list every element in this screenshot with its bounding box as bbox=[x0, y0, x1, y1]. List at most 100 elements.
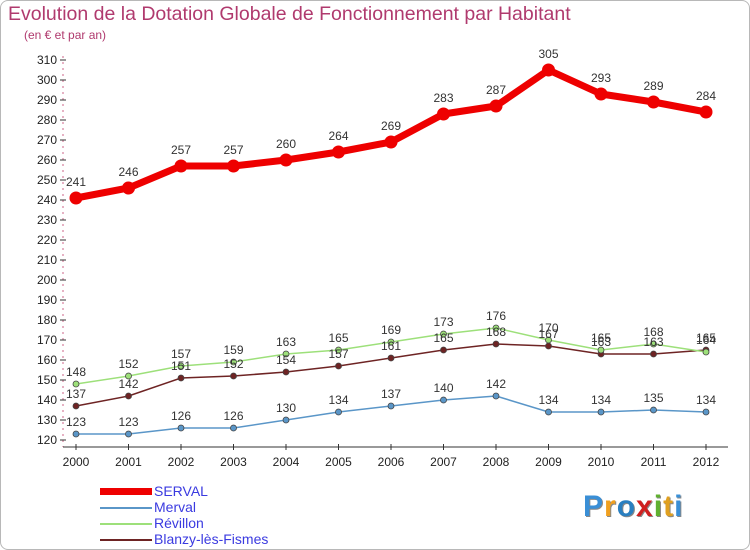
data-point bbox=[387, 354, 395, 362]
x-tick-label: 2002 bbox=[168, 455, 195, 469]
y-tick-label: 160 bbox=[37, 353, 57, 367]
y-tick-label: 250 bbox=[37, 173, 57, 187]
data-point bbox=[230, 424, 237, 432]
y-tick-label: 310 bbox=[37, 53, 57, 67]
logo-letter: i bbox=[674, 490, 684, 523]
data-label: 130 bbox=[276, 401, 296, 415]
x-tick-label: 2000 bbox=[63, 455, 90, 469]
x-tick-label: 2003 bbox=[220, 455, 247, 469]
data-label: 126 bbox=[223, 409, 243, 423]
data-point bbox=[72, 430, 80, 438]
logo-letter: i bbox=[653, 490, 664, 523]
data-label: 260 bbox=[276, 137, 296, 151]
logo-letter: P bbox=[583, 490, 605, 523]
y-tick-label: 270 bbox=[37, 133, 57, 147]
data-label: 168 bbox=[643, 325, 663, 339]
data-label: 284 bbox=[696, 89, 716, 103]
y-tick-label: 150 bbox=[37, 373, 57, 387]
x-tick-label: 2006 bbox=[378, 455, 405, 469]
data-label: 168 bbox=[486, 325, 506, 339]
x-tick-label: 2010 bbox=[588, 455, 615, 469]
data-point bbox=[72, 380, 80, 388]
data-point bbox=[282, 350, 290, 358]
series-blanzy-l-s-fismes bbox=[72, 340, 710, 410]
data-label: 140 bbox=[433, 381, 453, 395]
x-tick-label: 2001 bbox=[115, 455, 142, 469]
data-point bbox=[177, 362, 185, 370]
x-tick-label: 2011 bbox=[641, 455, 667, 469]
chart-subtitle: (en € et par an) bbox=[24, 28, 107, 42]
data-label: 134 bbox=[328, 393, 348, 407]
data-point bbox=[125, 430, 132, 438]
data-label: 163 bbox=[591, 335, 611, 349]
data-point bbox=[489, 99, 503, 113]
data-point bbox=[174, 159, 188, 173]
data-label: 135 bbox=[643, 391, 663, 405]
data-label: 134 bbox=[591, 393, 611, 407]
data-point bbox=[384, 135, 398, 149]
data-point bbox=[542, 63, 555, 77]
data-label: 165 bbox=[591, 331, 611, 345]
logo-letter: x bbox=[636, 490, 654, 523]
data-point bbox=[122, 181, 135, 195]
data-label: 170 bbox=[538, 321, 558, 335]
data-label: 167 bbox=[538, 327, 558, 341]
legend-label: SERVAL bbox=[154, 483, 208, 499]
data-label: 151 bbox=[171, 359, 191, 373]
data-point bbox=[492, 340, 500, 348]
data-label: 264 bbox=[328, 129, 348, 143]
data-point bbox=[177, 374, 185, 382]
data-point bbox=[440, 346, 447, 354]
y-tick-label: 190 bbox=[37, 293, 57, 307]
data-point bbox=[647, 95, 660, 109]
y-tick-label: 200 bbox=[37, 273, 57, 287]
legend-swatch bbox=[100, 539, 152, 541]
y-tick-label: 240 bbox=[37, 193, 57, 207]
data-point bbox=[597, 408, 605, 416]
data-label: 157 bbox=[328, 347, 348, 361]
chart-title: Evolution de la Dotation Globale de Fonc… bbox=[8, 3, 571, 25]
data-label: 123 bbox=[66, 415, 86, 429]
data-point bbox=[699, 105, 713, 119]
y-tick-label: 220 bbox=[37, 233, 57, 247]
legend-label: Blanzy-lès-Fismes bbox=[154, 531, 269, 547]
y-tick-label: 140 bbox=[37, 393, 57, 407]
data-label: 137 bbox=[66, 387, 86, 401]
data-label: 142 bbox=[486, 377, 506, 391]
legend-label: Révillon bbox=[154, 515, 204, 531]
legend-swatch bbox=[100, 523, 152, 525]
data-label: 165 bbox=[328, 331, 348, 345]
data-label: 142 bbox=[118, 377, 138, 391]
data-label: 134 bbox=[538, 393, 558, 407]
data-label: 164 bbox=[696, 333, 716, 347]
legend-swatch bbox=[100, 488, 152, 495]
y-tick-label: 290 bbox=[37, 93, 57, 107]
line-chart: 120 130 140 150 160 170 180 190 200 210 220 230 240 2… bbox=[37, 47, 728, 469]
data-point bbox=[125, 392, 132, 400]
x-tick-label: 2004 bbox=[273, 455, 300, 469]
y-tick-label: 120 bbox=[37, 433, 57, 447]
data-label: 126 bbox=[171, 409, 191, 423]
y-tick-label: 130 bbox=[37, 413, 57, 427]
logo-letter: r bbox=[604, 490, 617, 523]
chart-axes: 120 130 140 150 160 170 180 190 200 210 220 230 240 2… bbox=[37, 53, 728, 469]
logo-letter: t bbox=[663, 490, 675, 523]
series-line bbox=[75, 66, 707, 202]
legend-label: Merval bbox=[154, 499, 197, 515]
data-point bbox=[594, 87, 608, 101]
y-tick-label: 180 bbox=[37, 313, 57, 327]
data-label: 246 bbox=[118, 165, 138, 179]
proxiti-logo: Proxiti bbox=[583, 490, 683, 524]
data-point bbox=[437, 107, 450, 121]
data-point bbox=[282, 416, 290, 424]
data-point bbox=[69, 191, 83, 205]
data-label: 165 bbox=[696, 331, 716, 345]
data-point bbox=[335, 346, 342, 354]
data-label: 137 bbox=[381, 387, 401, 401]
data-label: 148 bbox=[66, 365, 86, 379]
data-point bbox=[282, 368, 290, 376]
x-tick-label: 2005 bbox=[325, 455, 352, 469]
data-label: 159 bbox=[223, 343, 243, 357]
series-serval bbox=[69, 63, 713, 205]
